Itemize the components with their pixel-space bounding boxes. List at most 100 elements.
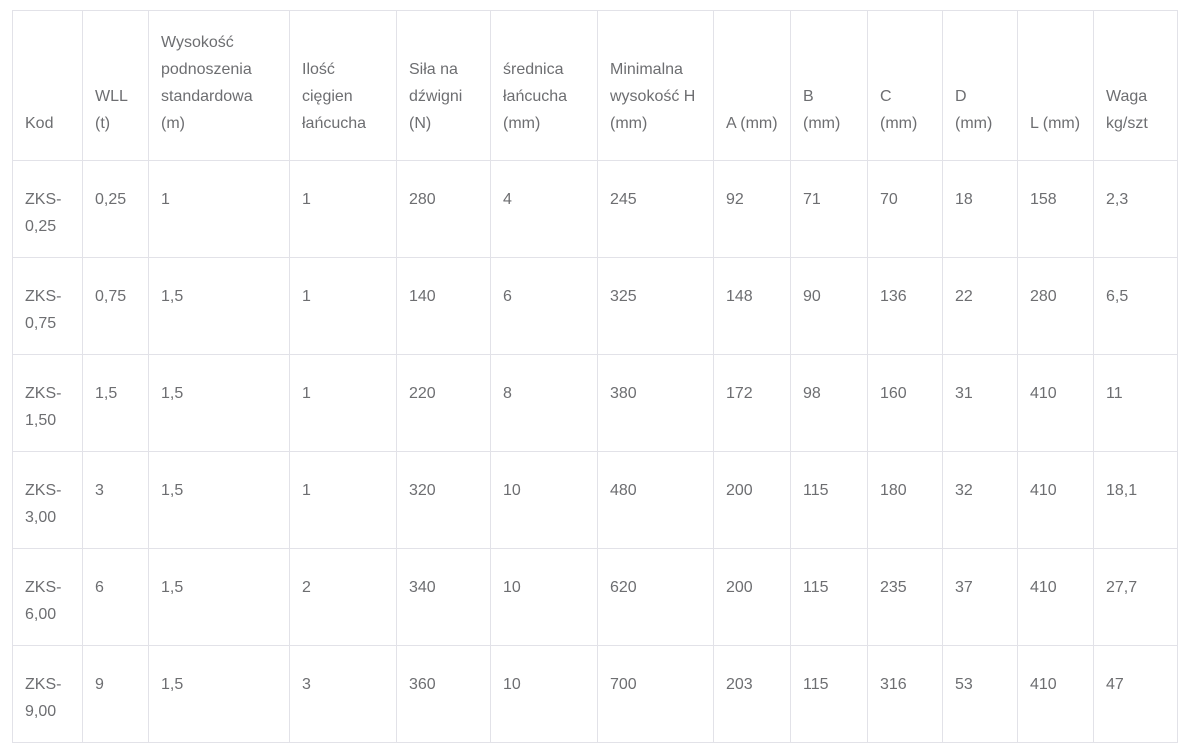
table-cell: 1,5 <box>82 354 149 452</box>
table-cell: 22 <box>942 257 1018 355</box>
column-header-ilosc-ciegien: Ilość cięgien łańcucha <box>289 10 397 161</box>
table-row: ZKS-0,75 0,75 1,5 1 140 6 325 148 90 136 22 280 6,5 <box>12 257 1178 355</box>
column-header-a: A (mm) <box>713 10 791 161</box>
table-cell: 1,5 <box>148 548 290 646</box>
table-cell: 115 <box>790 451 868 549</box>
column-header-kod: Kod <box>12 10 83 161</box>
table-cell: 70 <box>867 160 943 258</box>
table-cell: 98 <box>790 354 868 452</box>
table-cell: 6 <box>490 257 598 355</box>
table-cell: 410 <box>1017 451 1094 549</box>
table-cell: 1,5 <box>148 257 290 355</box>
table-cell: 360 <box>396 645 491 743</box>
table-cell: 320 <box>396 451 491 549</box>
table-cell: 325 <box>597 257 714 355</box>
table-cell: 1 <box>148 160 290 258</box>
table-cell: 1 <box>289 451 397 549</box>
table-cell: 200 <box>713 451 791 549</box>
column-header-d: D (mm) <box>942 10 1018 161</box>
table-cell: ZKS-0,75 <box>12 257 83 355</box>
table-cell: 6,5 <box>1093 257 1178 355</box>
table-cell: 620 <box>597 548 714 646</box>
product-spec-table: Kod WLL (t) Wysokość podnoszenia standar… <box>12 10 1178 743</box>
table-cell: 18,1 <box>1093 451 1178 549</box>
column-header-waga: Waga kg/szt <box>1093 10 1178 161</box>
table-cell: 90 <box>790 257 868 355</box>
table-cell: 3 <box>82 451 149 549</box>
table-cell: 53 <box>942 645 1018 743</box>
table-cell: 410 <box>1017 548 1094 646</box>
column-header-wll: WLL (t) <box>82 10 149 161</box>
table-cell: 245 <box>597 160 714 258</box>
table-cell: 280 <box>396 160 491 258</box>
table-cell: 200 <box>713 548 791 646</box>
table-cell: 3 <box>289 645 397 743</box>
table-cell: 115 <box>790 548 868 646</box>
table-cell: 10 <box>490 548 598 646</box>
table-cell: 480 <box>597 451 714 549</box>
table-cell: ZKS-3,00 <box>12 451 83 549</box>
table-cell: 71 <box>790 160 868 258</box>
table-row: ZKS-1,50 1,5 1,5 1 220 8 380 172 98 160 31 410 11 <box>12 354 1178 452</box>
table-cell: 8 <box>490 354 598 452</box>
table-row: ZKS-0,25 0,25 1 1 280 4 245 92 71 70 18 158 2,3 <box>12 160 1178 258</box>
table-cell: 9 <box>82 645 149 743</box>
column-header-srednica-lancucha: średnica łańcucha (mm) <box>490 10 598 161</box>
table-cell: 31 <box>942 354 1018 452</box>
table-cell: 280 <box>1017 257 1094 355</box>
table-cell: 180 <box>867 451 943 549</box>
table-row: ZKS-3,00 3 1,5 1 320 10 480 200 115 180 32 410 18,1 <box>12 451 1178 549</box>
table-cell: 10 <box>490 451 598 549</box>
column-header-c: C (mm) <box>867 10 943 161</box>
table-cell: 410 <box>1017 645 1094 743</box>
table-cell: 1 <box>289 354 397 452</box>
table-cell: 1,5 <box>148 354 290 452</box>
table-cell: 203 <box>713 645 791 743</box>
table-cell: 136 <box>867 257 943 355</box>
table-cell: 0,25 <box>82 160 149 258</box>
table-cell: 316 <box>867 645 943 743</box>
column-header-l: L (mm) <box>1017 10 1094 161</box>
table-cell: 4 <box>490 160 598 258</box>
table-body: ZKS-0,25 0,25 1 1 280 4 245 92 71 70 18 158 2,3 ZKS-0… <box>12 160 1178 743</box>
header-row: Kod WLL (t) Wysokość podnoszenia standar… <box>12 10 1178 161</box>
table-cell: 160 <box>867 354 943 452</box>
table-cell: 700 <box>597 645 714 743</box>
table-cell: 1,5 <box>148 645 290 743</box>
table-cell: 0,75 <box>82 257 149 355</box>
table-cell: 11 <box>1093 354 1178 452</box>
table-cell: ZKS-9,00 <box>12 645 83 743</box>
table-cell: 92 <box>713 160 791 258</box>
table-cell: 1 <box>289 257 397 355</box>
table-cell: 410 <box>1017 354 1094 452</box>
table-cell: 18 <box>942 160 1018 258</box>
table-cell: 172 <box>713 354 791 452</box>
table-cell: ZKS-0,25 <box>12 160 83 258</box>
table-cell: ZKS-1,50 <box>12 354 83 452</box>
column-header-wysokosc-podnoszenia: Wysokość podnoszenia standardowa (m) <box>148 10 290 161</box>
table-cell: 2,3 <box>1093 160 1178 258</box>
table-cell: 2 <box>289 548 397 646</box>
table-cell: 1 <box>289 160 397 258</box>
table-cell: 158 <box>1017 160 1094 258</box>
column-header-sila-na-dzwigni: Siła na dźwigni (N) <box>396 10 491 161</box>
table-row: ZKS-9,00 9 1,5 3 360 10 700 203 115 316 53 410 47 <box>12 645 1178 743</box>
table-cell: 47 <box>1093 645 1178 743</box>
table-row: ZKS-6,00 6 1,5 2 340 10 620 200 115 235 37 410 27,7 <box>12 548 1178 646</box>
table-cell: 140 <box>396 257 491 355</box>
column-header-minimalna-wysokosc: Minimalna wysokość H (mm) <box>597 10 714 161</box>
table-cell: ZKS-6,00 <box>12 548 83 646</box>
table-cell: 148 <box>713 257 791 355</box>
table-cell: 37 <box>942 548 1018 646</box>
table-cell: 380 <box>597 354 714 452</box>
table-cell: 235 <box>867 548 943 646</box>
table-cell: 1,5 <box>148 451 290 549</box>
table-cell: 10 <box>490 645 598 743</box>
table-cell: 115 <box>790 645 868 743</box>
table-cell: 340 <box>396 548 491 646</box>
table-cell: 220 <box>396 354 491 452</box>
table-cell: 32 <box>942 451 1018 549</box>
table-cell: 27,7 <box>1093 548 1178 646</box>
table-cell: 6 <box>82 548 149 646</box>
